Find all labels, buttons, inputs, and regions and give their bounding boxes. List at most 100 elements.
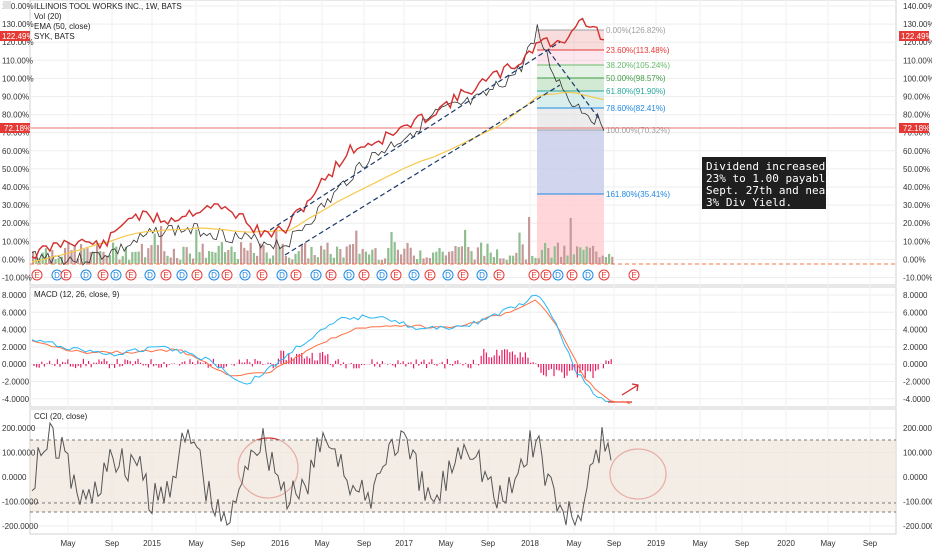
earnings-marker-icon[interactable]: E: [290, 269, 302, 281]
volume-bar: [598, 257, 601, 264]
marker-circle: [598, 269, 610, 281]
marker-letter: D: [179, 271, 185, 280]
volume-bar: [483, 255, 486, 264]
volume-bar: [377, 259, 380, 264]
marker-circle: [390, 269, 402, 281]
earnings-marker-icon[interactable]: E: [325, 269, 337, 281]
earnings-marker-icon[interactable]: E: [457, 269, 469, 281]
dividend-note[interactable]: Dividend increased 23% to 1.00 payable S…: [702, 157, 832, 209]
down-trend-line: [547, 49, 601, 121]
volume-bar: [508, 255, 511, 264]
earnings-marker-icon[interactable]: E: [424, 269, 436, 281]
marker-circle: [325, 269, 337, 281]
collapse-legend-icon[interactable]: [3, 1, 11, 9]
volume-bar: [134, 251, 137, 264]
volume-bar: [115, 246, 118, 264]
earnings-marker-icon[interactable]: E: [31, 269, 43, 281]
volume-bar: [313, 255, 316, 264]
price-axis[interactable]: 140.00% 140.00% 130.00% 130.00% 120.00% 120.0…: [2, 2, 932, 531]
dividend-marker-icon[interactable]: D: [110, 269, 122, 281]
y-tick-left: 40.00%: [2, 183, 29, 192]
dividend-marker-icon[interactable]: D: [552, 269, 564, 281]
volume-bar: [128, 259, 131, 264]
marker-circle: [97, 269, 109, 281]
dividend-marker-icon[interactable]: D: [476, 269, 488, 281]
earnings-marker-icon[interactable]: E: [598, 269, 610, 281]
marker-letter: E: [460, 271, 465, 280]
earnings-marker-icon[interactable]: E: [97, 269, 109, 281]
volume-bar: [105, 255, 108, 264]
earnings-marker-icon[interactable]: E: [358, 269, 370, 281]
earnings-marker-icon[interactable]: E: [60, 269, 72, 281]
fib-zone: [537, 65, 604, 78]
marker-letter: E: [128, 271, 133, 280]
dividend-marker-icon[interactable]: D: [80, 269, 92, 281]
earnings-marker-icon[interactable]: E: [191, 269, 203, 281]
marker-circle: [191, 269, 203, 281]
time-axis[interactable]: May Sep 2015 May Sep 2016 May Sep 2017 May Sep 2018…: [60, 539, 877, 548]
earnings-marker-icon[interactable]: E: [125, 269, 137, 281]
svg-text:72.18%: 72.18%: [903, 124, 930, 133]
dividend-marker-icon[interactable]: D: [408, 269, 420, 281]
volume-bar: [35, 255, 38, 264]
earnings-marker-icon[interactable]: E: [528, 269, 540, 281]
earnings-marker-icon[interactable]: E: [256, 269, 268, 281]
note-line-1: Dividend increased: [706, 160, 825, 173]
price-line: [31, 17, 605, 260]
volume-bar: [275, 229, 278, 264]
svg-text:72.18%: 72.18%: [4, 124, 31, 133]
marker-circle: [628, 269, 640, 281]
macd-tick: 4.0000: [903, 326, 928, 335]
volume-bar: [240, 242, 243, 264]
dividend-marker-icon[interactable]: D: [276, 269, 288, 281]
dividend-marker-icon[interactable]: D: [310, 269, 322, 281]
volume-bar: [339, 249, 342, 264]
earnings-marker-icon[interactable]: E: [493, 269, 505, 281]
volume-bar: [416, 258, 419, 264]
dividend-marker-icon[interactable]: D: [343, 269, 355, 281]
dividend-marker-icon[interactable]: D: [176, 269, 188, 281]
earnings-marker-icon[interactable]: E: [628, 269, 640, 281]
volume-bar: [409, 247, 412, 264]
volume-bar: [521, 244, 524, 264]
dividend-marker-icon[interactable]: D: [442, 269, 454, 281]
volume-bar: [412, 255, 415, 264]
macd-tick: 6.0000: [903, 308, 928, 317]
marker-letter: E: [259, 271, 264, 280]
earnings-marker-icon[interactable]: E: [390, 269, 402, 281]
volume-bar: [448, 251, 451, 264]
y-tick-right: 120.00%: [903, 38, 932, 47]
volume-bar: [163, 251, 166, 264]
volume-bar: [294, 253, 297, 264]
volume-bar: [345, 246, 348, 264]
volume-bar: [99, 251, 102, 264]
dividend-marker-icon[interactable]: D: [239, 269, 251, 281]
earnings-marker-icon[interactable]: E: [540, 269, 552, 281]
y-tick-left: -10.00%: [2, 274, 32, 283]
earnings-marker-icon[interactable]: E: [160, 269, 172, 281]
volume-bar: [124, 246, 127, 264]
marker-letter: D: [279, 271, 285, 280]
volume-bar: [374, 248, 377, 264]
price-pane[interactable]: [29, 0, 897, 286]
dividend-marker-icon[interactable]: D: [582, 269, 594, 281]
y-tick-left: 130.00%: [2, 20, 34, 29]
earnings-marker-icon[interactable]: E: [566, 269, 578, 281]
macd-tick: 0.0000: [903, 360, 928, 369]
volume-bar: [473, 259, 476, 264]
fib-level-label: 0.00%(126.82%): [606, 26, 666, 35]
marker-circle: [208, 269, 220, 281]
marker-circle: [144, 269, 156, 281]
volume-bar: [208, 251, 211, 264]
marker-circle: [493, 269, 505, 281]
marker-letter: D: [54, 271, 60, 280]
volume-bar: [438, 247, 441, 264]
earnings-marker-icon[interactable]: E: [221, 269, 233, 281]
volume-bar: [531, 255, 534, 264]
dividend-marker-icon[interactable]: D: [208, 269, 220, 281]
dividend-marker-icon[interactable]: D: [144, 269, 156, 281]
dividend-marker-icon[interactable]: D: [376, 269, 388, 281]
